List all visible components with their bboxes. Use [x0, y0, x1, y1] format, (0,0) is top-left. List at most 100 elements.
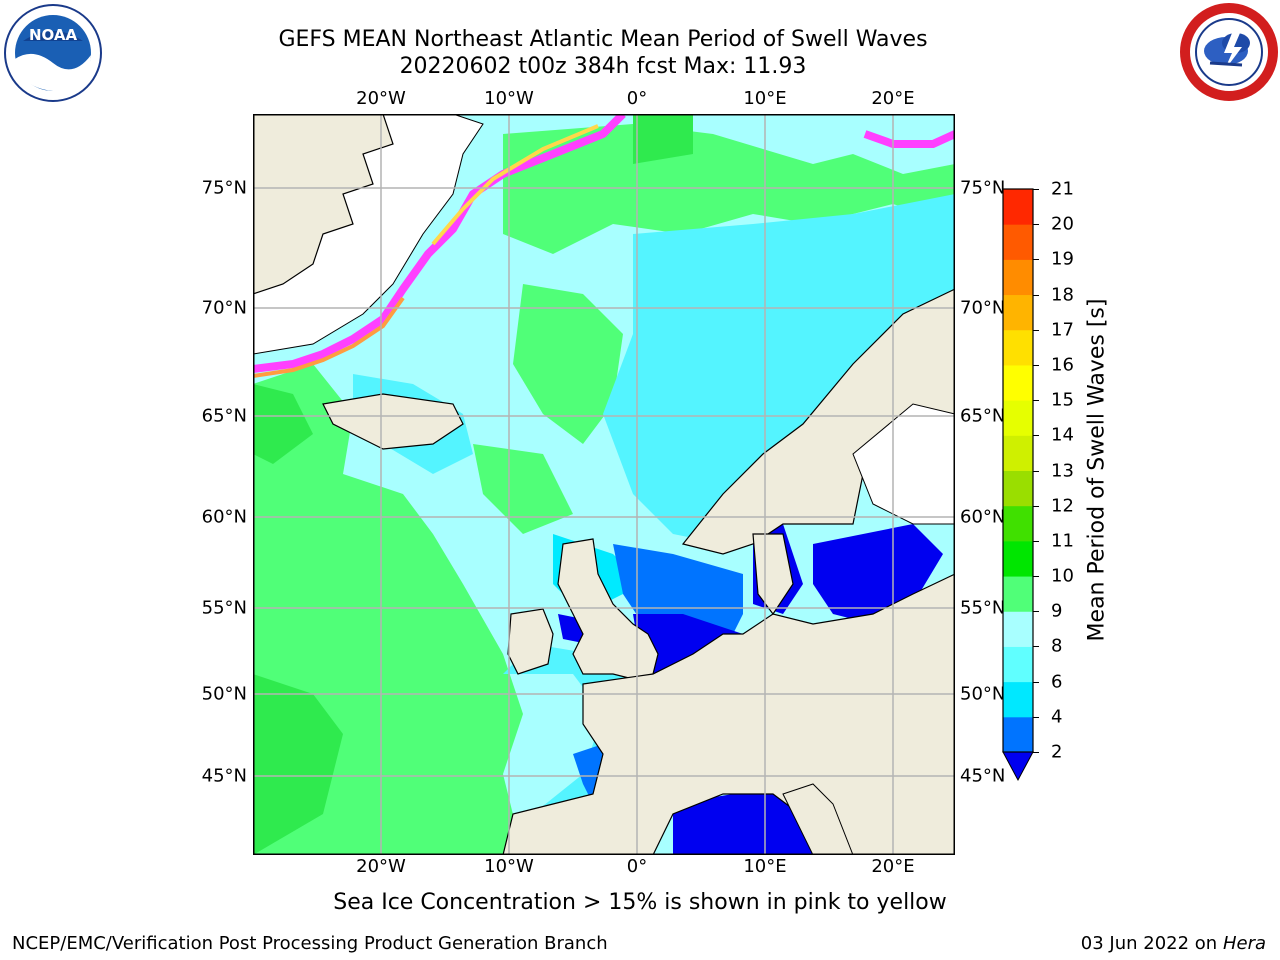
- colorbar-tick-label: 11: [1051, 530, 1074, 552]
- ireland-land: [507, 608, 554, 675]
- swell-band-north: [503, 124, 955, 254]
- swell-patch-southwest: [253, 674, 343, 855]
- colorbar-tick-mark: [1033, 329, 1039, 331]
- colorbar-tick-mark: [1033, 611, 1039, 613]
- iceland-land: [322, 393, 464, 450]
- lat-label-right-75n: 75°N: [960, 177, 1006, 199]
- colorbar-tick-label: 4: [1051, 706, 1063, 728]
- colorbar-tick-label: 15: [1051, 389, 1074, 411]
- lon-label-bottom-10e: 10°E: [743, 856, 787, 877]
- colorbar-tick-mark: [1033, 400, 1039, 402]
- colorbar-box-13-14: [1003, 435, 1033, 471]
- noaa-logo-text: NOAA: [29, 26, 78, 44]
- colorbar-box-6-8: [1003, 646, 1033, 683]
- greenland-land: [253, 114, 394, 295]
- colorbar-tick-label: 13: [1051, 460, 1074, 481]
- colorbar-tick-mark: [1033, 681, 1039, 683]
- italy-land: [782, 783, 854, 855]
- colorbar-box-20-21: [1003, 189, 1033, 225]
- lat-label-right-65n: 65°N: [960, 405, 1006, 427]
- lat-label-right-45n: 45°N: [960, 765, 1006, 787]
- colorbar-box-19-20: [1003, 224, 1033, 260]
- colorbar-tick-mark: [1033, 576, 1039, 578]
- colorbar-tick-label: 18: [1051, 284, 1074, 306]
- colorbar-tick-mark: [1033, 189, 1039, 190]
- colorbar-tick-label: 16: [1051, 354, 1074, 376]
- colorbar-tick-label: 21: [1051, 178, 1074, 200]
- colorbar-box-14-15: [1003, 400, 1033, 436]
- colorbar-tick-label: 8: [1051, 635, 1063, 657]
- lat-label-left-70n: 70°N: [201, 297, 247, 319]
- colorbar-tick-mark: [1033, 435, 1039, 437]
- gulf-of-bothnia-ice-white: [852, 403, 955, 525]
- colorbar-box-11-12: [1003, 505, 1033, 542]
- lat-label-left-65n: 65°N: [201, 405, 247, 427]
- colorbar-tick-mark: [1033, 470, 1039, 472]
- colorbar-box-4-6: [1003, 681, 1033, 718]
- lon-label-top-10e: 10°E: [743, 88, 787, 109]
- sea-ice-caption: Sea Ice Concentration > 15% is shown in …: [333, 890, 947, 915]
- colorbar-tick-mark: [1033, 505, 1039, 507]
- lat-label-right-50n: 50°N: [960, 683, 1006, 705]
- footer-machine: Hera: [1222, 933, 1266, 954]
- map-frame: [253, 114, 955, 855]
- lat-label-right-70n: 70°N: [960, 297, 1006, 319]
- lat-label-left-55n: 55°N: [201, 597, 247, 619]
- colorbar-tick-label: 9: [1051, 600, 1063, 622]
- colorbar-tick-label: 17: [1051, 319, 1074, 341]
- colorbar-box-8-9: [1003, 611, 1033, 647]
- colorbar-tick-mark: [1033, 646, 1039, 648]
- noaa-logo: NOAA: [3, 3, 103, 103]
- swell-patch-north: [633, 114, 693, 164]
- colorbar: [1002, 188, 1034, 782]
- colorbar-box-17-18: [1003, 294, 1033, 331]
- colorbar-box-16-17: [1003, 329, 1033, 366]
- colorbar-tick-mark: [1033, 364, 1039, 366]
- sea-ice-edge-yellow: [431, 124, 599, 246]
- colorbar-box-10-11: [1003, 540, 1033, 577]
- colorbar-box-12-13: [1003, 470, 1033, 507]
- colorbar-tick-mark: [1033, 752, 1039, 753]
- lat-label-right-55n: 55°N: [960, 597, 1006, 619]
- lat-label-left-50n: 50°N: [201, 683, 247, 705]
- gridlines: [253, 114, 955, 855]
- colorbar-tick-label: 20: [1051, 213, 1074, 235]
- lon-label-bottom-10w: 10°W: [484, 856, 534, 877]
- swell-band-east: [603, 194, 955, 544]
- colorbar-tick-label: 19: [1051, 248, 1074, 270]
- colorbar-tick-mark: [1033, 224, 1039, 226]
- footer-producer: NCEP/EMC/Verification Post Processing Pr…: [12, 933, 608, 954]
- lon-label-top-20e: 20°E: [871, 88, 915, 109]
- colorbar-box-2-4: [1003, 716, 1033, 753]
- colorbar-tick-label: 14: [1051, 424, 1074, 446]
- colorbar-box-18-19: [1003, 259, 1033, 296]
- colorbar-tick-label: 2: [1051, 741, 1063, 763]
- chart-title: GEFS MEAN Northeast Atlantic Mean Period…: [278, 27, 928, 52]
- nws-logo: [1180, 3, 1278, 101]
- sea-ice-edge-svalbard: [863, 130, 955, 148]
- colorbar-extend-min-triangle: [1002, 751, 1034, 782]
- colorbar-tick-label: 6: [1051, 671, 1063, 693]
- colorbar-tick-mark: [1033, 294, 1039, 296]
- colorbar-box-15-16: [1003, 364, 1033, 401]
- colorbar-tick-mark: [1033, 716, 1039, 718]
- lon-label-bottom-0: 0°: [626, 856, 648, 877]
- chart-subtitle: 20220602 t00z 384h fcst Max: 11.93: [399, 54, 807, 79]
- swell-patch-west-iceland: [253, 384, 313, 464]
- colorbar-label: Mean Period of Swell Waves [s]: [1084, 298, 1110, 642]
- lon-label-top-10w: 10°W: [484, 88, 534, 109]
- sea-ice-edge-orange: [253, 296, 405, 378]
- footer-date-text: 03 Jun 2022 on: [1080, 933, 1218, 954]
- lat-label-right-60n: 60°N: [960, 506, 1006, 528]
- colorbar-tick-mark: [1033, 259, 1039, 261]
- lon-label-top-20w: 20°W: [356, 88, 406, 109]
- sea-ice-edge-greenland: [253, 114, 626, 373]
- swell-tongue-central: [513, 284, 623, 444]
- lon-label-top-0: 0°: [626, 88, 648, 109]
- denmark-land: [752, 533, 794, 616]
- lat-label-left-45n: 45°N: [201, 765, 247, 787]
- lon-label-bottom-20e: 20°E: [871, 856, 915, 877]
- colorbar-tick-label: 10: [1051, 565, 1074, 587]
- lat-label-left-60n: 60°N: [201, 506, 247, 528]
- colorbar-tick-mark: [1033, 540, 1039, 542]
